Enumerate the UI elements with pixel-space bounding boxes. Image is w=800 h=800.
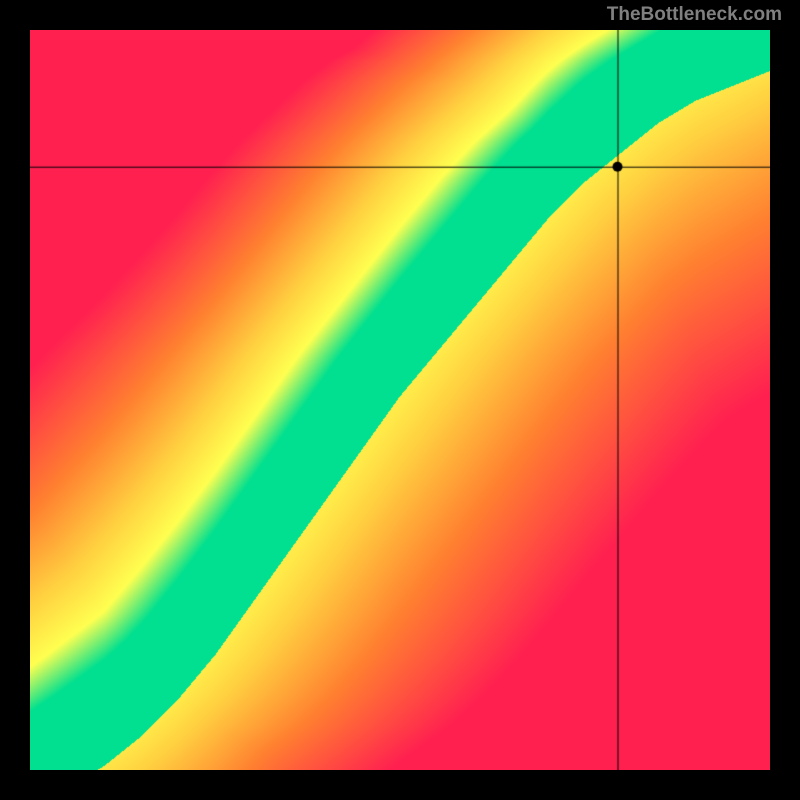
heatmap-canvas (30, 30, 770, 770)
bottleneck-heatmap (30, 30, 770, 770)
watermark-text: TheBottleneck.com (607, 4, 782, 26)
